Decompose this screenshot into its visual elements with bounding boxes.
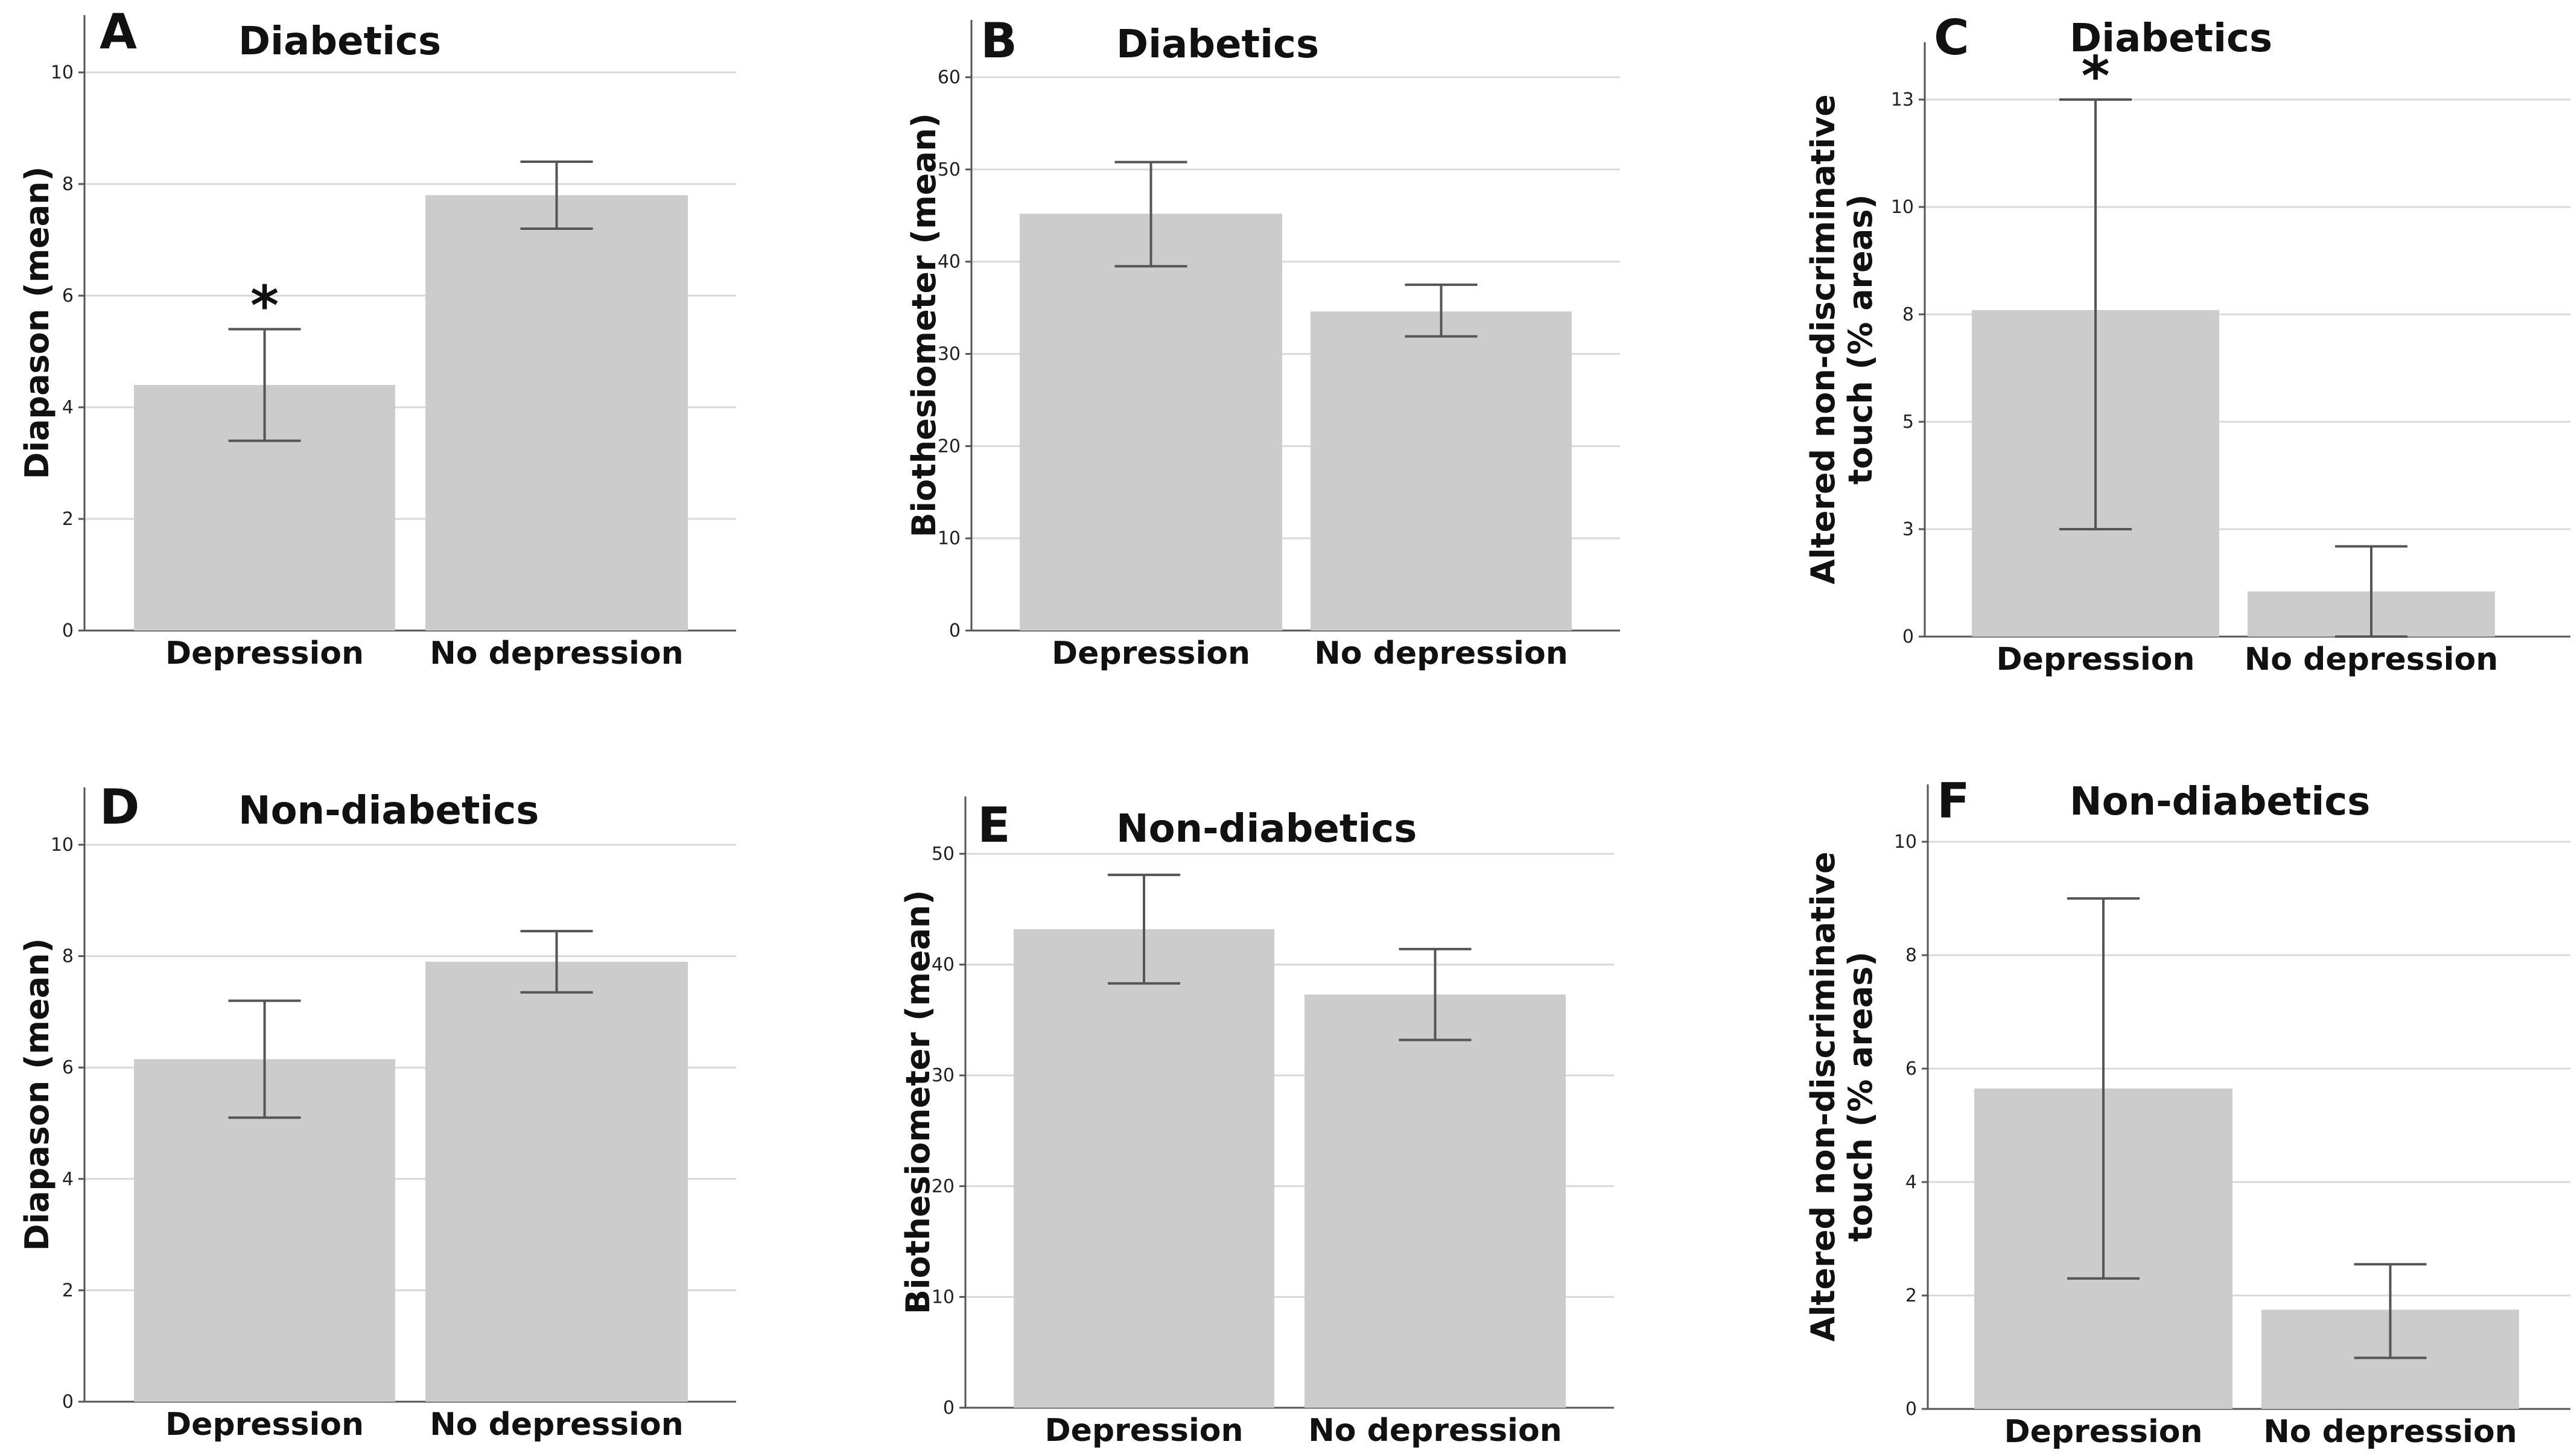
category-label: Depression bbox=[1044, 1413, 1243, 1449]
category-label: Depression bbox=[2004, 1414, 2202, 1450]
chart-panel-f: 0 2 4 6 8 10 Depression No depression Altered no… bbox=[1804, 773, 2570, 1450]
chart-panel-c: 0 3 5 8 10 13 Depression * No depression Altered … bbox=[1804, 10, 2570, 678]
y-tick-label: 0 bbox=[62, 1391, 74, 1413]
y-tick-label: 60 bbox=[938, 67, 961, 88]
bar-depression bbox=[1014, 929, 1274, 1408]
y-axis-label: Altered non-discriminativetouch (% areas… bbox=[1804, 94, 1880, 584]
chart-panel-b: 0 10 20 30 40 50 60 Depression No depression Biot… bbox=[905, 13, 1620, 672]
y-tick-label: 13 bbox=[1891, 89, 1914, 110]
y-axis-label: Diapason (mean) bbox=[18, 938, 56, 1251]
y-axis-label: Biothesiometer (mean) bbox=[905, 113, 943, 537]
chart-title: Diabetics bbox=[2070, 16, 2272, 61]
y-axis-label: Altered non-discriminativetouch (% areas… bbox=[1804, 851, 1880, 1341]
y-tick-label: 50 bbox=[938, 159, 961, 180]
panel-letter: D bbox=[100, 779, 139, 835]
y-tick-label: 0 bbox=[1905, 1399, 1917, 1420]
chart-title: Diabetics bbox=[1116, 22, 1319, 67]
bar-no-depression bbox=[425, 961, 688, 1402]
chart-title: Non-diabetics bbox=[1116, 807, 1417, 851]
y-tick-label: 8 bbox=[1905, 945, 1917, 966]
y-tick-label: 10 bbox=[938, 528, 961, 549]
category-label: No depression bbox=[430, 635, 683, 672]
y-tick-label: 2 bbox=[62, 1280, 74, 1301]
y-tick-label: 0 bbox=[949, 620, 961, 641]
chart-title: Non-diabetics bbox=[2070, 780, 2370, 824]
panel-letter: F bbox=[1937, 773, 1970, 829]
y-tick-label: 30 bbox=[938, 344, 961, 365]
category-label: Depression bbox=[1996, 641, 2194, 678]
y-tick-label: 3 bbox=[1902, 519, 1914, 540]
category-label: Depression bbox=[1052, 635, 1250, 672]
significance-marker: * bbox=[250, 275, 279, 338]
y-axis-label: Diapason (mean) bbox=[18, 167, 56, 479]
y-tick-label: 4 bbox=[62, 397, 74, 418]
y-tick-label: 8 bbox=[62, 946, 74, 967]
bar-no-depression bbox=[425, 195, 688, 631]
y-tick-label: 40 bbox=[938, 252, 961, 273]
bar-no-depression bbox=[1311, 311, 1572, 631]
y-tick-label: 6 bbox=[62, 285, 74, 307]
y-tick-label: 30 bbox=[932, 1065, 955, 1086]
y-tick-label: 50 bbox=[932, 844, 955, 865]
y-tick-label: 40 bbox=[932, 955, 955, 976]
bar-depression bbox=[1020, 214, 1282, 631]
y-tick-label: 0 bbox=[62, 620, 74, 641]
y-tick-label: 0 bbox=[943, 1397, 955, 1419]
category-label: No depression bbox=[2245, 641, 2498, 678]
y-axis-label: Biothesiometer (mean) bbox=[899, 890, 937, 1314]
panel-letter: A bbox=[100, 4, 137, 60]
y-tick-label: 10 bbox=[932, 1286, 955, 1308]
y-tick-label: 20 bbox=[938, 436, 961, 457]
y-tick-label: 8 bbox=[1902, 304, 1914, 325]
chart-panel-d: 0 2 4 6 8 10 Depression No depression Diapason (… bbox=[18, 779, 736, 1443]
y-tick-label: 20 bbox=[932, 1176, 955, 1197]
y-tick-label: 10 bbox=[1894, 831, 1917, 853]
category-label: No depression bbox=[1308, 1413, 1562, 1449]
y-tick-label: 10 bbox=[51, 834, 74, 856]
significance-marker: * bbox=[2081, 45, 2109, 108]
y-tick-label: 5 bbox=[1902, 412, 1914, 433]
chart-panel-a: 0 2 4 6 8 10 Depression * No depression Diapason … bbox=[18, 4, 736, 672]
y-tick-label: 6 bbox=[1905, 1058, 1917, 1079]
category-label: No depression bbox=[2263, 1414, 2517, 1450]
panel-letter: E bbox=[977, 797, 1011, 853]
chart-title: Diabetics bbox=[238, 19, 441, 64]
y-tick-label: 6 bbox=[62, 1057, 74, 1078]
y-tick-label: 10 bbox=[51, 62, 74, 83]
category-label: Depression bbox=[165, 1407, 364, 1443]
y-tick-label: 4 bbox=[62, 1169, 74, 1190]
category-label: Depression bbox=[165, 635, 364, 672]
category-label: No depression bbox=[430, 1407, 683, 1443]
y-tick-label: 10 bbox=[1891, 197, 1914, 218]
panel-letter: B bbox=[980, 13, 1017, 69]
category-label: No depression bbox=[1314, 635, 1568, 672]
y-tick-label: 2 bbox=[1905, 1285, 1917, 1306]
chart-title: Non-diabetics bbox=[238, 789, 539, 833]
y-tick-label: 2 bbox=[62, 509, 74, 530]
y-tick-label: 4 bbox=[1905, 1172, 1917, 1193]
chart-panel-e: 0 10 20 30 40 50 Depression No depression Biothe… bbox=[899, 796, 1614, 1449]
y-tick-label: 8 bbox=[62, 174, 74, 195]
bar-no-depression bbox=[1304, 994, 1566, 1408]
panel-letter: C bbox=[1934, 10, 1969, 66]
y-tick-label: 0 bbox=[1902, 626, 1914, 647]
